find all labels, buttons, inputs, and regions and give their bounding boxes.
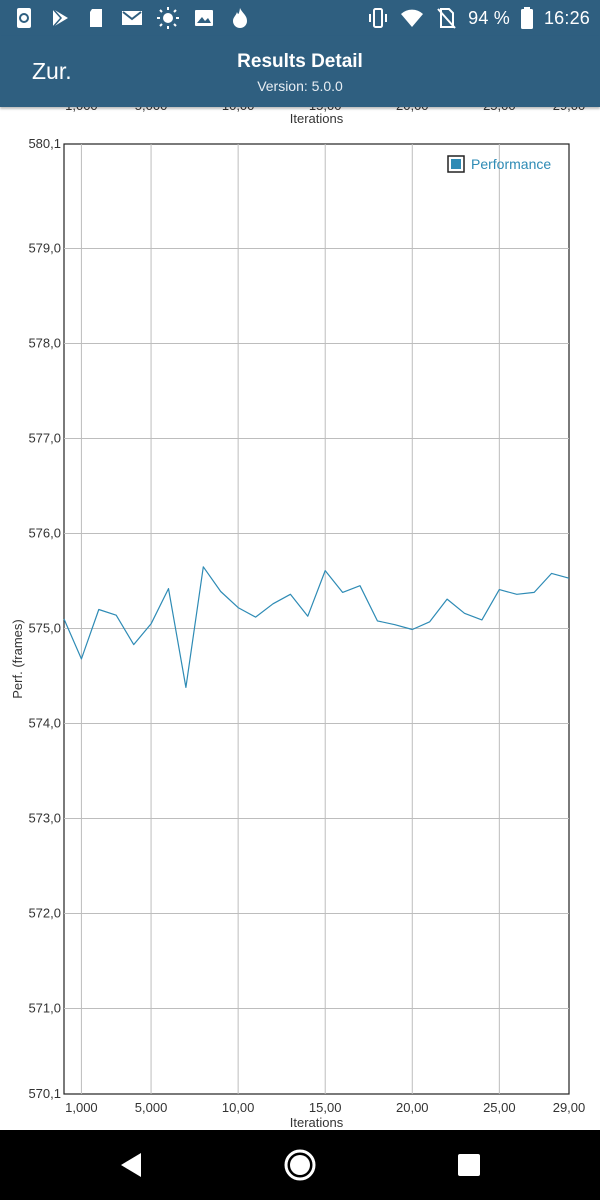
performance-chart: 1,000 5,000 10,00 15,00 20,00 25,00 29,00 580,… xyxy=(10,107,585,1130)
gmail-icon xyxy=(120,6,144,30)
x-tick-label: 5,000 xyxy=(135,1100,168,1115)
no-sim-icon xyxy=(434,6,458,30)
y-tick-label: 571,0 xyxy=(28,1001,61,1016)
play-store-icon xyxy=(48,6,72,30)
top-x-tick-label: 25,00 xyxy=(483,107,516,113)
top-x-tick-label: 10,00 xyxy=(222,107,255,113)
navigation-bar xyxy=(0,1130,600,1200)
y-tick-label: 579,0 xyxy=(28,241,61,256)
x-tick-label: 20,00 xyxy=(396,1100,429,1115)
chart-legend[interactable]: Performance xyxy=(447,155,551,173)
vibrate-icon xyxy=(366,6,390,30)
x-tick-label: 25,00 xyxy=(483,1100,516,1115)
x-axis-title: Iterations xyxy=(290,1115,344,1130)
home-nav-icon[interactable] xyxy=(282,1147,318,1183)
status-bar: 94 % 16:26 xyxy=(0,0,600,36)
series-line-performance xyxy=(63,566,570,689)
top-x-tick-label: 15,00 xyxy=(309,107,342,113)
legend-label-performance: Performance xyxy=(471,156,551,172)
back-button[interactable]: Zur. xyxy=(32,58,72,84)
y-tick-label: 576,0 xyxy=(28,526,61,541)
battery-percent: 94 % xyxy=(468,7,510,28)
notification-icons xyxy=(12,0,252,36)
recents-nav-icon[interactable] xyxy=(451,1147,487,1183)
version-label: Version: 5.0.0 xyxy=(257,78,343,94)
y-tick-label: 578,0 xyxy=(28,336,61,351)
clock: 16:26 xyxy=(543,7,590,28)
series-lines xyxy=(63,566,570,689)
system-status: 94 % 16:26 xyxy=(366,0,590,36)
plot-frame xyxy=(63,143,570,1095)
x-tick-label: 10,00 xyxy=(222,1100,255,1115)
y-tick-label: 572,0 xyxy=(28,906,61,921)
image-icon xyxy=(192,6,216,30)
chart-grid xyxy=(63,143,570,1095)
top-x-tick-label: 29,00 xyxy=(553,107,586,113)
app-bar: Zur. Results Detail Version: 5.0.0 xyxy=(0,36,600,107)
title-block: Results Detail Version: 5.0.0 xyxy=(0,50,600,98)
back-nav-icon[interactable] xyxy=(113,1147,149,1183)
top-x-tick-label: 5,000 xyxy=(135,107,168,113)
brightness-icon xyxy=(156,6,180,30)
y-tick-label: 570,1 xyxy=(28,1086,61,1101)
app-notification-icon xyxy=(12,6,36,30)
y-axis-title: Perf. (frames) xyxy=(10,619,25,698)
y-tick-label: 580,1 xyxy=(28,136,61,151)
top-x-axis-title: Iterations xyxy=(290,111,344,126)
top-x-tick-label: 1,000 xyxy=(65,107,98,113)
x-tick-label: 15,00 xyxy=(309,1100,342,1115)
top-axis-peek: 1,000 5,000 10,00 15,00 20,00 25,00 29,00 xyxy=(65,107,585,113)
y-tick-label: 573,0 xyxy=(28,811,61,826)
y-tick-label: 574,0 xyxy=(28,716,61,731)
flame-icon xyxy=(228,6,252,30)
sd-card-icon xyxy=(84,6,108,30)
chart-scroll-area[interactable]: 1,000 5,000 10,00 15,00 20,00 25,00 29,00 580,… xyxy=(0,107,600,1130)
y-tick-label: 577,0 xyxy=(28,431,61,446)
wifi-icon xyxy=(400,6,424,30)
top-x-tick-label: 20,00 xyxy=(396,107,429,113)
y-tick-label: 575,0 xyxy=(28,621,61,636)
battery-icon xyxy=(520,6,534,30)
x-axis-ticks: 1,000 5,000 10,00 15,00 20,00 25,00 29,00 xyxy=(65,1100,585,1115)
x-tick-label: 1,000 xyxy=(65,1100,98,1115)
y-axis-ticks: 580,1 579,0 578,0 577,0 576,0 575,0 574,0 573,0… xyxy=(28,136,61,1101)
page-title: Results Detail xyxy=(237,51,363,72)
x-tick-label: 29,00 xyxy=(553,1100,586,1115)
legend-swatch-performance xyxy=(451,159,461,169)
